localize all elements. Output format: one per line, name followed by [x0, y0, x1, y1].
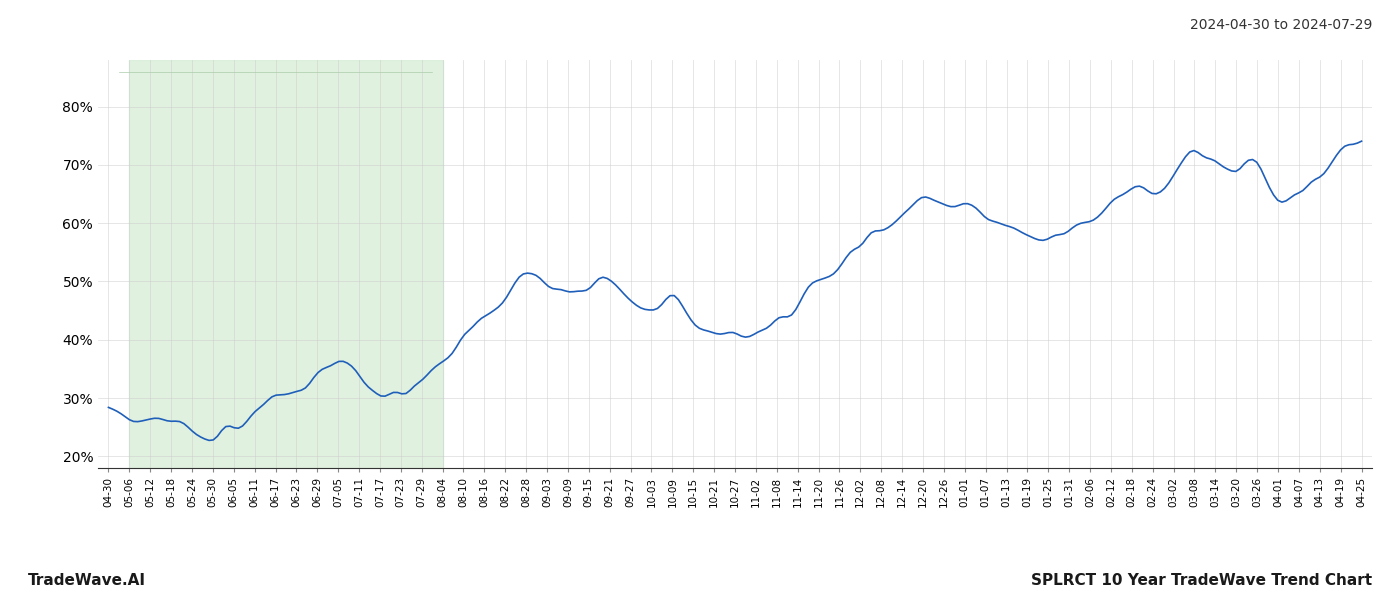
Bar: [129, 60, 442, 468]
Text: SPLRCT 10 Year TradeWave Trend Chart: SPLRCT 10 Year TradeWave Trend Chart: [1030, 573, 1372, 588]
Text: 2024-04-30 to 2024-07-29: 2024-04-30 to 2024-07-29: [1190, 18, 1372, 32]
Text: TradeWave.AI: TradeWave.AI: [28, 573, 146, 588]
